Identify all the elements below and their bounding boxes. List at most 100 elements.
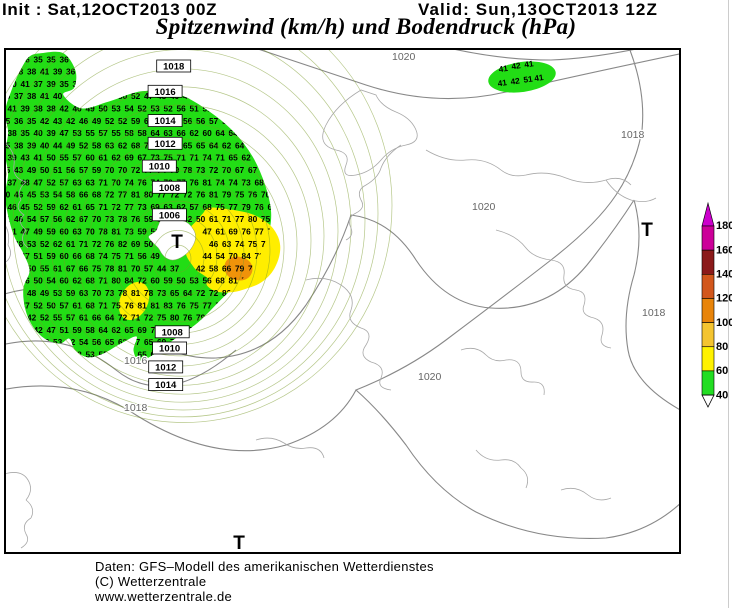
svg-text:1008: 1008: [162, 327, 183, 338]
svg-text:65: 65: [86, 202, 96, 212]
svg-text:49: 49: [183, 91, 193, 101]
svg-text:84: 84: [125, 276, 135, 286]
svg-text:62: 62: [261, 165, 271, 175]
svg-text:38: 38: [8, 128, 18, 138]
svg-text:1006: 1006: [159, 210, 180, 221]
svg-text:35: 35: [14, 50, 24, 52]
svg-text:36: 36: [255, 54, 265, 64]
svg-text:41: 41: [34, 350, 44, 360]
svg-text:47: 47: [60, 128, 70, 138]
svg-text:38: 38: [138, 54, 148, 64]
svg-text:43: 43: [196, 67, 206, 77]
svg-text:68: 68: [255, 177, 265, 187]
svg-text:38: 38: [14, 67, 24, 77]
svg-text:61: 61: [242, 128, 252, 138]
svg-text:72: 72: [209, 165, 219, 175]
svg-text:46: 46: [21, 276, 31, 286]
svg-text:1010: 1010: [159, 344, 180, 355]
svg-text:39: 39: [209, 50, 219, 52]
svg-text:78: 78: [118, 288, 128, 298]
svg-text:42: 42: [60, 104, 70, 114]
svg-text:70: 70: [112, 177, 122, 187]
svg-text:65: 65: [183, 140, 193, 150]
svg-text:67: 67: [235, 165, 245, 175]
svg-text:80: 80: [716, 341, 728, 353]
svg-text:50: 50: [34, 276, 44, 286]
svg-text:37: 37: [274, 67, 284, 77]
svg-text:75: 75: [216, 202, 226, 212]
svg-text:41: 41: [79, 67, 89, 77]
svg-text:77: 77: [118, 190, 128, 200]
svg-text:76: 76: [255, 202, 265, 212]
svg-text:43: 43: [203, 79, 213, 89]
svg-text:41: 41: [222, 50, 232, 52]
svg-text:60: 60: [151, 276, 161, 286]
svg-text:68: 68: [274, 190, 284, 200]
svg-text:41: 41: [534, 72, 545, 83]
svg-text:80: 80: [248, 214, 258, 224]
svg-text:84: 84: [242, 251, 252, 261]
svg-text:35: 35: [6, 67, 11, 77]
svg-text:38: 38: [47, 104, 57, 114]
svg-text:64: 64: [183, 362, 193, 372]
svg-text:72: 72: [138, 276, 148, 286]
svg-text:74: 74: [216, 177, 226, 187]
svg-text:75: 75: [261, 214, 271, 224]
svg-text:71: 71: [190, 153, 200, 163]
svg-text:1020: 1020: [472, 201, 496, 213]
svg-text:39: 39: [255, 79, 265, 89]
svg-text:81: 81: [118, 263, 128, 273]
svg-text:38: 38: [268, 79, 278, 89]
svg-text:41: 41: [8, 227, 18, 237]
svg-text:80: 80: [170, 313, 180, 323]
svg-text:45: 45: [99, 79, 109, 89]
svg-text:39: 39: [21, 104, 31, 114]
svg-text:41: 41: [498, 63, 509, 74]
svg-text:50: 50: [196, 214, 206, 224]
svg-text:72: 72: [92, 239, 102, 249]
svg-text:50: 50: [248, 116, 258, 126]
svg-text:69: 69: [274, 288, 284, 298]
svg-text:37: 37: [14, 91, 24, 101]
svg-text:59: 59: [131, 116, 141, 126]
svg-text:70: 70: [268, 276, 278, 286]
svg-text:42: 42: [40, 116, 50, 126]
svg-text:55: 55: [222, 116, 232, 126]
svg-text:35: 35: [40, 50, 50, 52]
svg-text:44: 44: [138, 79, 148, 89]
svg-text:42: 42: [216, 79, 226, 89]
svg-text:1018: 1018: [642, 307, 666, 319]
svg-text:36: 36: [21, 54, 31, 64]
svg-text:63: 63: [86, 177, 96, 187]
svg-text:55: 55: [274, 140, 284, 150]
svg-text:49: 49: [40, 288, 50, 298]
svg-text:40: 40: [53, 91, 63, 101]
svg-text:63: 63: [268, 177, 278, 187]
svg-text:67: 67: [281, 251, 291, 261]
svg-text:69: 69: [229, 325, 239, 335]
svg-text:42: 42: [34, 325, 44, 335]
svg-text:36: 36: [60, 54, 70, 64]
svg-text:70: 70: [235, 313, 245, 323]
svg-text:71: 71: [177, 153, 187, 163]
svg-text:66: 66: [268, 202, 278, 212]
svg-text:38: 38: [53, 50, 63, 52]
svg-text:55: 55: [112, 128, 122, 138]
svg-text:46: 46: [60, 350, 70, 360]
svg-text:51: 51: [34, 251, 44, 261]
svg-text:45: 45: [255, 104, 265, 114]
svg-text:T: T: [171, 232, 183, 253]
svg-text:36: 36: [66, 50, 76, 52]
svg-text:71: 71: [99, 177, 109, 187]
svg-text:50: 50: [40, 165, 50, 175]
svg-text:100: 100: [716, 317, 732, 329]
svg-text:50: 50: [47, 153, 57, 163]
svg-text:41: 41: [497, 77, 508, 88]
svg-text:81: 81: [229, 276, 239, 286]
svg-text:41: 41: [281, 104, 291, 114]
svg-text:T: T: [641, 220, 653, 241]
svg-text:1018: 1018: [163, 62, 184, 73]
svg-text:69: 69: [131, 239, 141, 249]
svg-text:38: 38: [235, 50, 245, 52]
svg-text:57: 57: [144, 263, 154, 273]
